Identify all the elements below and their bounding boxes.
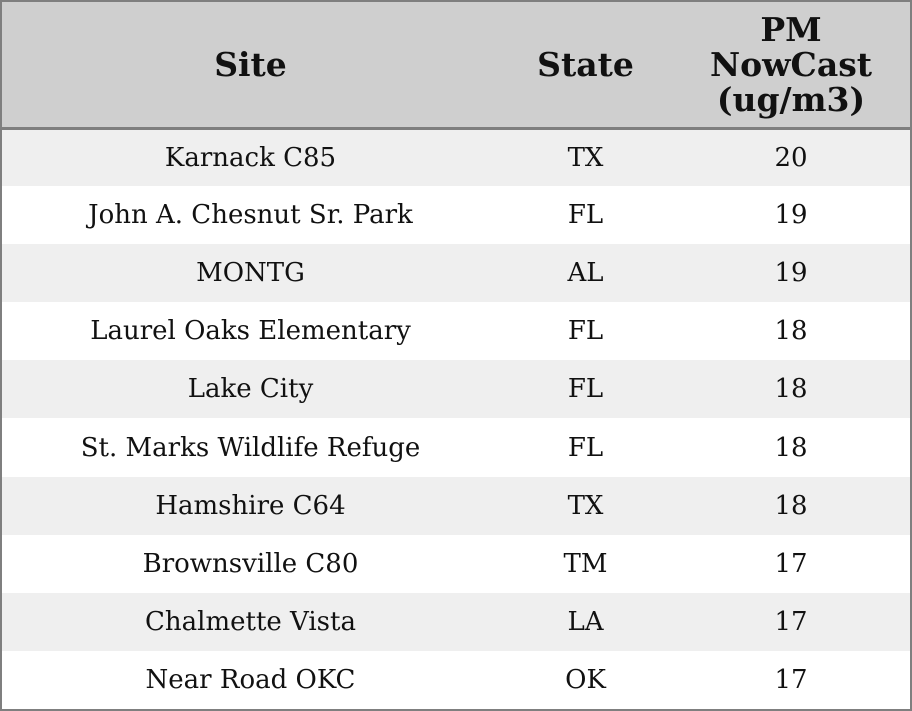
cell-pm-nowcast: 17 (774, 606, 808, 637)
table-row: Lake City FL 18 (2, 360, 910, 419)
cell-pm-nowcast: 19 (774, 200, 808, 231)
column-header-pm-line-1: PM (760, 9, 822, 49)
cell-state: OK (565, 664, 606, 695)
cell-site: Karnack C85 (164, 142, 337, 173)
cell-site: Brownsville C80 (142, 548, 359, 579)
cell-state: FL (567, 374, 604, 405)
column-header-state: State (499, 2, 672, 130)
column-header-state-line: State (537, 44, 634, 84)
cell-state: FL (567, 316, 604, 347)
table-row: Laurel Oaks Elementary FL 18 (2, 302, 910, 361)
cell-site: Near Road OKC (145, 664, 356, 695)
table-row: Brownsville C80 TM 17 (2, 534, 910, 593)
column-header-pm-line-2: NowCast (709, 44, 873, 84)
cell-state: LA (567, 606, 604, 637)
table-row: Near Road OKC OK 17 (2, 650, 910, 709)
cell-state: FL (567, 200, 604, 231)
cell-pm-nowcast: 19 (774, 258, 808, 289)
cell-pm-nowcast: 18 (774, 490, 808, 521)
cell-pm-nowcast: 17 (774, 664, 808, 695)
table-body: Karnack C85 TX 20 John A. Chesnut Sr. Park F… (2, 128, 910, 709)
cell-site: Chalmette Vista (145, 606, 356, 637)
table-row: Hamshire C64 TX 18 (2, 476, 910, 535)
cell-state: TX (567, 142, 604, 173)
table-row: St. Marks Wildlife Refuge FL 18 (2, 418, 910, 477)
cell-site: Laurel Oaks Elementary (90, 316, 411, 347)
cell-site: Hamshire C64 (155, 490, 346, 521)
header-row: Site State PM NowCast (ug/m3) (2, 2, 910, 130)
table-row: Chalmette Vista LA 17 (2, 592, 910, 651)
cell-pm-nowcast: 20 (774, 142, 808, 173)
cell-site: MONTG (196, 258, 305, 289)
cell-state: TM (563, 548, 608, 579)
column-header-pm-nowcast: PM NowCast (ug/m3) (672, 2, 910, 130)
cell-state: AL (567, 258, 604, 289)
cell-state: FL (567, 432, 604, 463)
table-header: Site State PM NowCast (ug/m3) (2, 2, 910, 130)
cell-site: Lake City (187, 374, 314, 405)
table-row: MONTG AL 19 (2, 244, 910, 303)
column-header-site: Site (2, 2, 499, 130)
cell-pm-nowcast: 18 (774, 374, 808, 405)
cell-pm-nowcast: 18 (774, 316, 808, 347)
cell-pm-nowcast: 17 (774, 548, 808, 579)
table-row: Karnack C85 TX 20 (2, 128, 910, 187)
cell-pm-nowcast: 18 (774, 432, 808, 463)
cell-state: TX (567, 490, 604, 521)
cell-site: John A. Chesnut Sr. Park (88, 200, 413, 231)
column-header-pm-line-3: (ug/m3) (716, 79, 866, 119)
cell-site: St. Marks Wildlife Refuge (80, 432, 421, 463)
table-row: John A. Chesnut Sr. Park FL 19 (2, 186, 910, 245)
column-header-site-line: Site (214, 44, 287, 84)
